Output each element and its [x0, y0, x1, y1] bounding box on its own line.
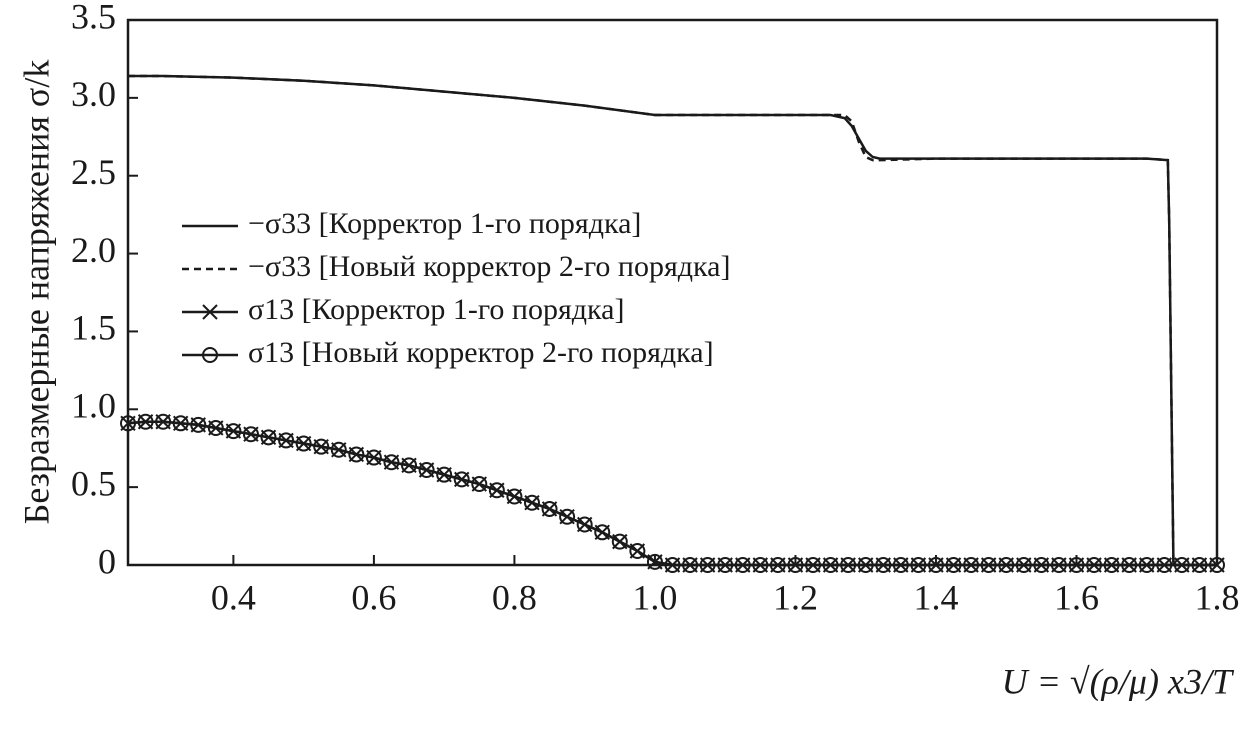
circle-marker — [155, 413, 172, 430]
circle-marker — [945, 557, 962, 573]
circle-marker — [488, 482, 505, 499]
circle-marker — [523, 494, 540, 511]
x-tick-label: 0.8 — [492, 577, 537, 617]
circle-marker — [260, 429, 277, 446]
circle-marker — [401, 457, 418, 474]
circle-marker — [980, 557, 997, 573]
circle-marker — [1173, 557, 1190, 573]
legend-label: σ13 [Корректор 1-го порядка] — [248, 293, 624, 326]
legend-label: −σ33 [Корректор 1-го порядка] — [248, 207, 641, 240]
circle-marker — [1068, 557, 1085, 573]
x-tick-label: 1.2 — [773, 577, 818, 617]
circle-marker — [120, 415, 136, 432]
circle-marker — [1033, 557, 1050, 573]
circle-marker — [699, 557, 716, 573]
x-tick-label: 1.6 — [1054, 577, 1099, 617]
circle-marker — [752, 557, 769, 573]
circle-marker — [1156, 557, 1173, 573]
circle-marker — [1015, 557, 1032, 573]
circle-marker — [190, 416, 207, 433]
circle-marker — [1103, 557, 1120, 573]
circle-marker — [1050, 557, 1067, 573]
circle-marker — [559, 508, 576, 525]
legend-label: −σ33 [Новый корректор 2-го порядка] — [248, 250, 730, 283]
y-axis-label: Безразмерные напряжения σ/k — [16, 60, 56, 525]
circle-marker — [137, 413, 154, 430]
circle-marker — [664, 557, 681, 573]
circle-marker — [225, 423, 242, 440]
y-tick-label: 2.0 — [71, 230, 116, 270]
x-tick-label: 1.0 — [632, 577, 677, 617]
y-tick-label: 1.0 — [71, 386, 116, 426]
circle-marker — [541, 500, 558, 517]
circle-marker — [1121, 557, 1138, 573]
circle-marker — [629, 542, 646, 559]
circle-marker — [857, 557, 874, 573]
x-tick-label: 1.4 — [913, 577, 958, 617]
x-axis-label: U = √(ρ/μ) x3/T — [1002, 661, 1235, 701]
y-tick-label: 2.5 — [71, 152, 116, 192]
series-line — [127, 420, 1217, 567]
circle-marker — [892, 557, 909, 573]
circle-marker — [202, 347, 218, 363]
series-line — [127, 420, 1217, 567]
y-tick-label: 3.5 — [71, 0, 116, 36]
circle-marker — [910, 557, 927, 573]
circle-marker — [734, 557, 751, 573]
circle-marker — [611, 533, 628, 550]
circle-marker — [172, 415, 189, 432]
circle-marker — [348, 446, 365, 463]
circle-marker — [330, 441, 347, 458]
legend-label: σ13 [Новый корректор 2-го порядка] — [248, 336, 714, 369]
y-tick-label: 0 — [98, 541, 116, 581]
circle-marker — [787, 557, 804, 573]
y-tick-label: 3.0 — [71, 74, 116, 114]
circle-marker — [769, 557, 786, 573]
circle-marker — [822, 557, 839, 573]
series-line — [128, 74, 1217, 567]
circle-marker — [998, 557, 1015, 573]
circle-marker — [365, 449, 382, 466]
x-tick-label: 0.4 — [211, 577, 256, 617]
circle-marker — [418, 462, 435, 479]
circle-marker — [436, 466, 453, 483]
circle-marker — [506, 488, 523, 505]
circle-marker — [682, 557, 699, 573]
circle-marker — [1138, 557, 1155, 573]
circle-marker — [1086, 557, 1103, 573]
circle-marker — [1209, 557, 1225, 573]
circle-marker — [295, 435, 312, 452]
circle-marker — [805, 557, 822, 573]
x-marker — [202, 304, 218, 320]
circle-marker — [383, 454, 400, 471]
y-tick-label: 1.5 — [71, 308, 116, 348]
circle-marker — [875, 557, 892, 573]
circle-marker — [278, 432, 295, 449]
circle-marker — [453, 471, 470, 488]
circle-marker — [594, 524, 611, 541]
circle-marker — [717, 557, 734, 573]
circle-marker — [313, 438, 330, 455]
circle-marker — [840, 557, 857, 573]
circle-marker — [207, 419, 224, 436]
x-tick-label: 0.6 — [351, 577, 396, 617]
circle-marker — [646, 553, 663, 570]
circle-marker — [927, 557, 944, 573]
y-tick-label: 0.5 — [71, 463, 116, 503]
circle-marker — [1191, 557, 1208, 573]
circle-marker — [471, 476, 488, 493]
x-tick-label: 1.8 — [1195, 577, 1239, 617]
circle-marker — [242, 426, 259, 443]
circle-marker — [576, 516, 593, 533]
circle-marker — [963, 557, 980, 573]
